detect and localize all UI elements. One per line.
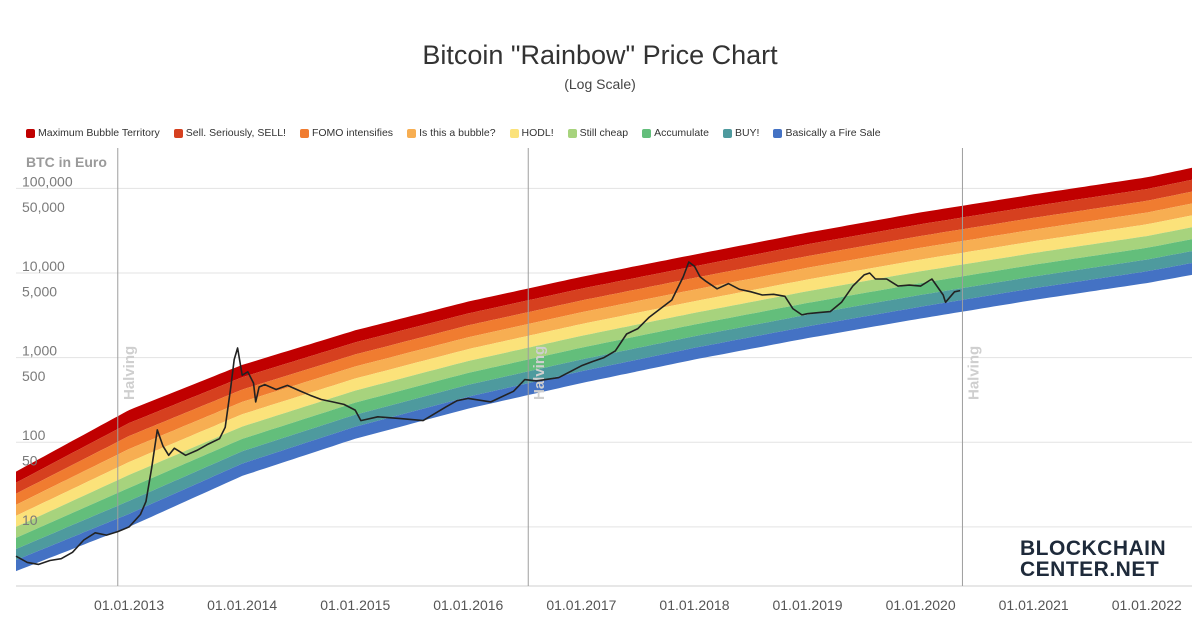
band-6 xyxy=(16,227,1192,538)
y-tick-label: 100 xyxy=(22,427,46,443)
legend-label: Basically a Fire Sale xyxy=(785,127,881,139)
y-axis-ticks: 100,000 50,000 10,000 5,000 1,000 500 100 50 10 xyxy=(22,173,73,527)
x-tick-label: 01.01.2013 xyxy=(94,597,164,613)
logo-line-2: CENTER.NET xyxy=(1020,558,1160,581)
chart-title: Bitcoin "Rainbow" Price Chart xyxy=(422,40,778,70)
x-tick-label: 01.01.2017 xyxy=(546,597,616,613)
band-7 xyxy=(16,239,1192,549)
y-axis-label: BTC in Euro xyxy=(26,154,107,170)
y-tick-label: 5,000 xyxy=(22,283,57,299)
y-tick-label: 500 xyxy=(22,368,46,384)
price-layer xyxy=(15,261,961,566)
btc-price-line xyxy=(15,261,961,566)
legend-swatch xyxy=(773,128,783,138)
legend-item[interactable]: BUY! xyxy=(722,127,760,139)
legend-item[interactable]: Still cheap xyxy=(567,127,629,139)
x-tick-label: 01.01.2019 xyxy=(772,597,842,613)
x-tick-label: 01.01.2014 xyxy=(207,597,277,613)
legend-swatch xyxy=(173,128,183,138)
x-tick-label: 01.01.2016 xyxy=(433,597,503,613)
x-tick-label: 01.01.2020 xyxy=(886,597,956,613)
band-8 xyxy=(16,251,1192,560)
y-tick-label: 50 xyxy=(22,453,38,469)
chart-subtitle: (Log Scale) xyxy=(564,76,636,92)
legend-label: Is this a bubble? xyxy=(419,127,496,139)
band-5 xyxy=(16,215,1192,527)
x-tick-label: 01.01.2021 xyxy=(999,597,1069,613)
y-tick-label: 1,000 xyxy=(22,343,57,359)
halving-label: Halving xyxy=(531,346,548,400)
legend-swatch xyxy=(567,128,577,138)
blockchaincenter-logo: BLOCKCHAIN CENTER.NET xyxy=(1020,538,1166,580)
legend-item[interactable]: Basically a Fire Sale xyxy=(773,127,881,139)
legend-swatch xyxy=(299,128,309,138)
legend-swatch xyxy=(26,128,35,138)
band-layer xyxy=(16,167,1192,572)
legend-label: HODL! xyxy=(521,127,554,139)
legend-label: Sell. Seriously, SELL! xyxy=(185,127,286,139)
band-9 xyxy=(16,263,1192,572)
legend-label: Still cheap xyxy=(579,127,629,139)
legend-item[interactable]: Sell. Seriously, SELL! xyxy=(173,127,286,139)
legend-label: BUY! xyxy=(734,127,760,139)
legend-label: Maximum Bubble Territory xyxy=(38,127,160,139)
logo-line-1: BLOCKCHAIN xyxy=(1020,537,1167,560)
halving-layer: Halving Halving Halving xyxy=(117,148,982,586)
y-tick-label: 50,000 xyxy=(22,199,65,215)
y-tick-label: 100,000 xyxy=(22,173,73,189)
legend-swatch xyxy=(509,128,519,138)
legend-label: Accumulate xyxy=(654,127,709,139)
band-4 xyxy=(16,203,1192,516)
legend-swatch xyxy=(407,128,417,138)
legend-item[interactable]: Accumulate xyxy=(642,127,709,139)
legend-label: FOMO intensifies xyxy=(311,127,394,139)
legend-swatch xyxy=(642,128,652,138)
x-tick-label: 01.01.2022 xyxy=(1112,597,1182,613)
x-tick-label: 01.01.2015 xyxy=(320,597,390,613)
band-1 xyxy=(16,167,1192,483)
legend-item[interactable]: FOMO intensifies xyxy=(299,127,394,139)
legend-swatch xyxy=(722,128,732,138)
band-2 xyxy=(16,179,1192,494)
y-tick-label: 10,000 xyxy=(22,258,65,274)
band-3 xyxy=(16,191,1192,505)
x-axis-ticks: 01.01.2013 01.01.2014 01.01.2015 01.01.2016… xyxy=(94,597,1182,613)
halving-label: Halving xyxy=(965,346,982,400)
legend-item[interactable]: HODL! xyxy=(509,127,554,139)
legend-item[interactable]: Is this a bubble? xyxy=(407,127,496,139)
y-tick-label: 10 xyxy=(22,512,38,528)
x-tick-label: 01.01.2018 xyxy=(659,597,729,613)
halving-label: Halving xyxy=(121,346,138,400)
legend-item[interactable]: Maximum Bubble Territory xyxy=(26,127,160,139)
legend: Maximum Bubble Territory Sell. Seriously… xyxy=(26,125,895,141)
